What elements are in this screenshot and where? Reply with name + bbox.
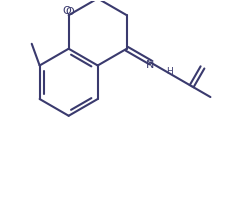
Text: H: H xyxy=(166,67,173,76)
Text: O: O xyxy=(65,7,74,17)
Text: N: N xyxy=(146,60,154,70)
Text: O: O xyxy=(62,6,71,16)
